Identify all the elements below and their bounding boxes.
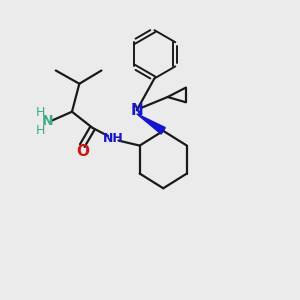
Text: H: H bbox=[36, 124, 45, 137]
Text: NH: NH bbox=[103, 132, 124, 145]
Text: H: H bbox=[36, 106, 45, 119]
Text: N: N bbox=[42, 114, 53, 128]
Text: O: O bbox=[76, 144, 89, 159]
Text: N: N bbox=[130, 103, 143, 118]
Polygon shape bbox=[137, 114, 165, 134]
